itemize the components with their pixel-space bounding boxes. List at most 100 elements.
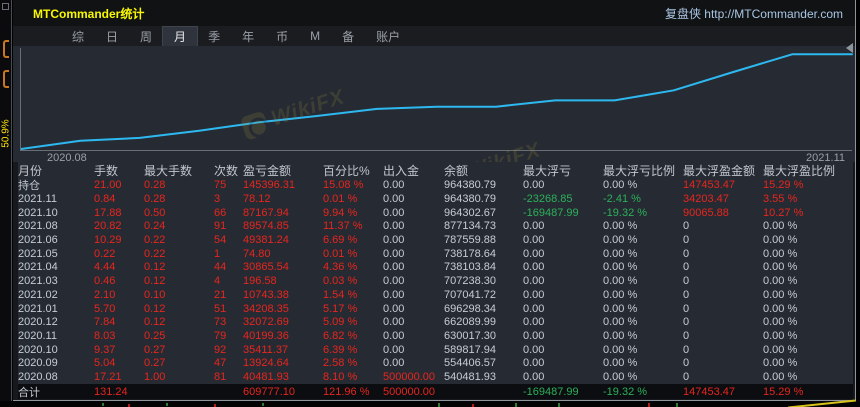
table-cell: 0.00 % [603,288,638,301]
brand-link[interactable]: 复盘侠 http://MTCommander.com [664,6,843,21]
table-cell: 0.00 % [763,261,798,274]
table-cell: 2021.04 [18,261,58,274]
table-total-row[interactable]: 合计 131.24 609777.10 121.96 % 500000.00 -16948… [18,383,853,400]
column-header[interactable]: 百分比% [323,163,370,178]
menu-item[interactable]: 备 [342,29,355,44]
underlying-trendline-fragment [788,399,856,407]
table-row[interactable]: 2021.03 0.46 0.12 4 196.58 0.03 % 0.00 707238.3… [18,274,853,288]
table-cell: 0.00 [523,220,545,233]
table-cell: 0.01 % [323,193,358,206]
table-cell: 0.24 [144,220,166,233]
table-row[interactable]: 2020.10 9.37 0.27 92 35411.37 6.39 % 0.00 58981… [18,343,853,357]
table-cell: 0.00 [523,316,545,329]
table-cell: 964302.67 [444,206,496,219]
table-cell: 78.12 [243,193,271,206]
table-cell: 9.37 [94,343,116,356]
table-cell: 0.00 [383,302,405,315]
table-cell: 40481.93 [243,370,289,383]
table-cell: 0.00 [523,370,545,383]
table-cell: 90065.88 [683,206,729,219]
table-cell: 0.12 [144,275,166,288]
rotated-percent-label: 50.9% [0,119,12,148]
table-cell: 15.08 % [323,179,364,192]
table-cell: 0.10 [144,288,166,301]
table-row[interactable]: 2021.06 10.29 0.22 54 49381.24 6.69 % 0.00 7875… [18,233,853,247]
column-header[interactable]: 最大手数 [144,163,193,178]
table-cell: 15.29 % [763,179,804,192]
menu-item[interactable]: 周 [140,29,153,44]
menu-item[interactable]: 综 [72,29,85,44]
table-row[interactable]: 2021.04 4.44 0.12 44 30865.54 4.36 % 0.00 73810… [18,261,853,275]
table-row[interactable]: 2020.11 8.03 0.25 79 40199.36 6.82 % 0.00 63001… [18,329,853,343]
table-cell: 0.00 [523,343,545,356]
menu-item[interactable]: 年 [242,29,255,44]
table-cell: 554406.57 [444,357,496,370]
table-cell: 66 [214,206,227,219]
table-cell: 2021.11 [18,193,57,206]
table-cell: 持仓 [18,180,40,193]
table-row[interactable]: 2021.01 5.70 0.12 51 34208.35 5.17 % 0.00 69629… [18,302,853,316]
table-cell: 0.12 [144,316,166,329]
table-cell: 7.84 [94,316,116,329]
table-cell: 196.58 [243,275,277,288]
table-cell: 131.24 [94,385,128,398]
column-header[interactable]: 最大浮亏比例 [603,163,676,178]
table-row[interactable]: 2020.08 17.21 1.00 81 40481.93 8.10 % 500000.0… [18,370,853,384]
table-cell: 8.10 % [323,370,358,383]
table-cell: 2.58 % [323,357,358,370]
table-cell: 2021.06 [18,234,58,247]
table-cell: 0.27 [144,357,166,370]
table-cell: 707041.72 [444,288,496,301]
table-row[interactable]: 2020.12 7.84 0.12 73 32072.69 5.09 % 0.00 66208… [18,315,853,329]
table-cell: 11.37 % [323,220,363,233]
table-cell: 2020.11 [18,329,57,342]
table-cell: 540481.93 [444,370,496,383]
column-header[interactable]: 盈亏金额 [243,163,292,178]
table-cell: 20.82 [94,220,122,233]
table-cell: 2.10 [94,288,116,301]
table-cell: 87167.94 [243,206,289,219]
table-row[interactable]: 2020.09 5.04 0.27 47 13924.64 2.58 % 0.00 55440… [18,356,853,370]
column-header[interactable]: 手数 [94,163,119,178]
column-header[interactable]: 出入金 [383,163,420,178]
column-header[interactable]: 最大浮亏 [523,163,572,178]
scroll-left-arrow-icon[interactable] [846,43,853,53]
table-cell: 74.80 [243,247,271,260]
table-cell: 0.00 [523,234,545,247]
table-cell: 0.00 % [763,343,798,356]
balance-line-chart [21,53,853,150]
x-axis-label-start: 2020.08 [47,152,87,164]
table-row[interactable]: 持仓 21.00 0.28 75 145396.31 15.08 % 0.00 964380.… [18,179,853,193]
table-row[interactable]: 2021.02 2.10 0.10 21 10743.38 1.54 % 0.00 70704… [18,288,853,302]
menu-item[interactable]: 日 [106,29,119,44]
menu-item[interactable]: 季 [208,29,221,44]
table-row[interactable]: 2021.11 0.84 0.28 3 78.12 0.01 % 0.00 964380.79… [18,192,853,206]
table-cell: 40199.36 [243,329,289,342]
table-cell: 500000.00 [383,370,435,383]
column-header[interactable]: 最大浮盈比例 [763,163,836,178]
column-header[interactable]: 余额 [444,163,469,178]
menu-item[interactable]: 月 [162,25,199,47]
menu-item[interactable]: M [310,29,321,43]
table-cell: 17.21 [94,370,122,383]
table-cell: 10743.38 [243,288,289,301]
table-cell: 1.00 [144,370,166,383]
column-header[interactable]: 次数 [214,163,239,178]
table-cell: 0.00 [523,288,545,301]
column-header[interactable]: 月份 [18,163,43,178]
table-cell: 34203.47 [683,193,729,206]
table-cell: 17.88 [94,206,122,219]
table-row[interactable]: 2021.05 0.22 0.22 1 74.80 0.01 % 0.00 738178.64… [18,247,853,261]
table-row[interactable]: 2021.10 17.88 0.50 66 87167.94 9.94 % 0.00 9643… [18,206,853,220]
x-axis-line [20,150,852,151]
table-cell: 0.28 [144,179,166,192]
table-cell: -19.32 % [603,385,648,398]
menu-item[interactable]: 币 [276,29,289,44]
table-cell: -2.41 % [603,193,641,206]
table-cell: 0.00 % [763,288,798,301]
column-header[interactable]: 最大浮盈金额 [683,163,756,178]
menu-item[interactable]: 账户 [376,29,401,44]
table-row[interactable]: 2021.08 20.82 0.24 91 89574.85 11.37 % 0.00 877… [18,220,853,234]
table-cell: 0.00 [383,247,405,260]
table-cell: 合计 [18,386,40,399]
